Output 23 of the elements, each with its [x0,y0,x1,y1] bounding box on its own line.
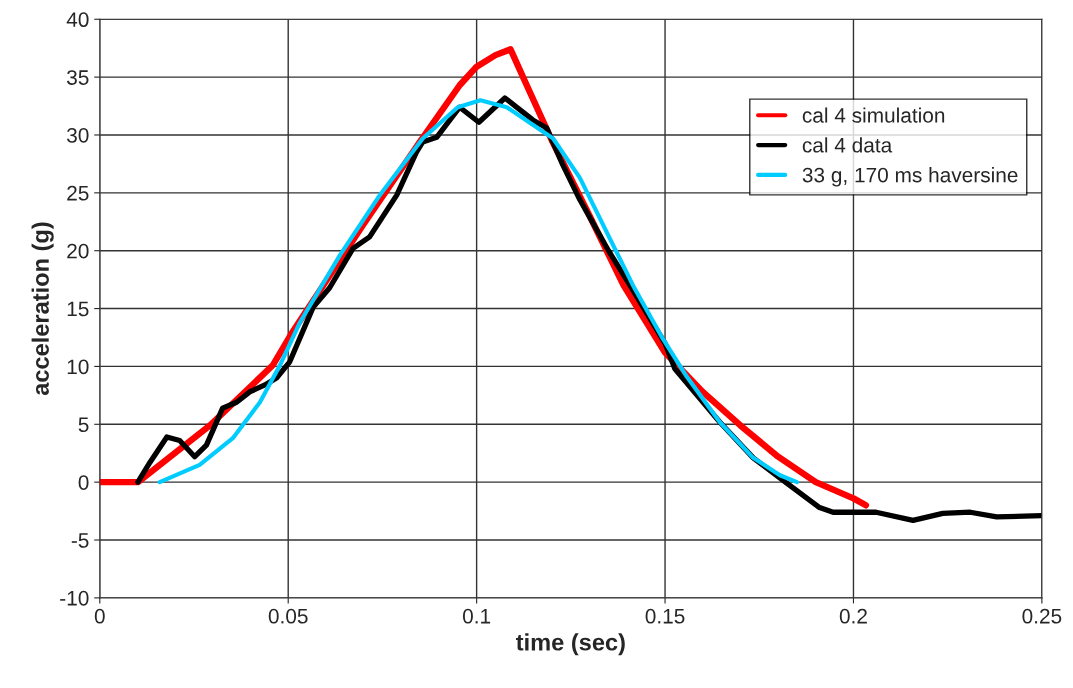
x-tick-label: 0.1 [462,608,491,624]
y-tick-label: 10 [67,359,89,375]
y-tick-label: 40 [66,12,89,28]
y-tick-label: 30 [67,127,89,143]
y-tick-label: 25 [67,185,89,201]
x-tick-label: 0 [94,608,105,624]
y-tick-label: 5 [78,417,89,433]
line-series [157,98,800,485]
x-axis-title: time (sec) [516,633,625,656]
y-tick-label: 35 [67,70,89,85]
x-tick-label: 0.05 [268,608,308,624]
legend-label: cal 4 data [802,137,893,153]
y-tick-label: -10 [60,590,89,606]
x-tick-label: 0.15 [645,608,685,624]
x-tick-label: 0.25 [1022,608,1062,624]
y-tick-label: 20 [67,243,89,259]
y-tick-label: 15 [67,301,89,317]
y-axis-title: acceleration (g) [31,222,54,396]
legend-label: cal 4 simulation [802,107,945,123]
legend-label: 33 g, 170 ms haversine [802,167,1018,187]
y-tick-label: 0 [78,475,89,490]
y-tick-label: -5 [71,533,89,548]
x-tick-label: 0.2 [839,608,867,624]
